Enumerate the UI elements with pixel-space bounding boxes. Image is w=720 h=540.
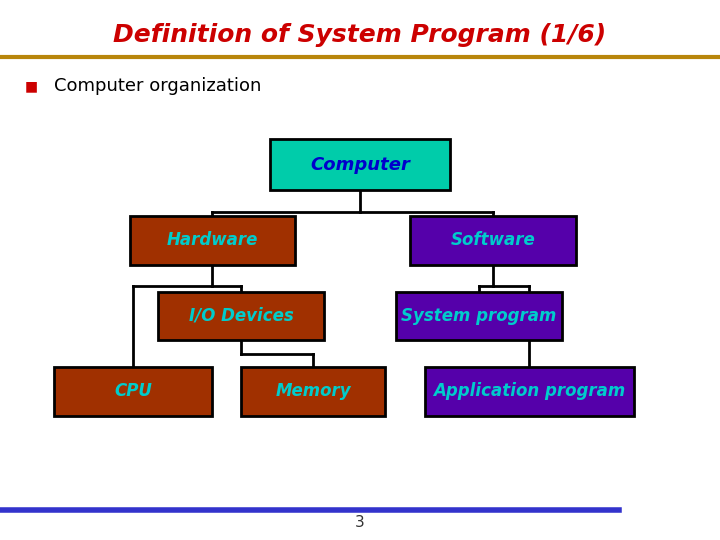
Text: CPU: CPU [114, 382, 152, 401]
FancyBboxPatch shape [410, 216, 576, 265]
FancyBboxPatch shape [54, 367, 212, 416]
FancyBboxPatch shape [130, 216, 295, 265]
Text: System program: System program [401, 307, 557, 325]
Text: Definition of System Program (1/6): Definition of System Program (1/6) [114, 23, 606, 47]
FancyBboxPatch shape [158, 292, 324, 340]
Text: Software: Software [451, 231, 536, 249]
FancyBboxPatch shape [270, 139, 450, 191]
FancyBboxPatch shape [425, 367, 634, 416]
Text: Computer organization: Computer organization [54, 77, 261, 96]
FancyBboxPatch shape [396, 292, 562, 340]
FancyBboxPatch shape [241, 367, 385, 416]
Text: Application program: Application program [433, 382, 626, 401]
Text: 3: 3 [355, 515, 365, 530]
Text: Memory: Memory [275, 382, 351, 401]
Text: Computer: Computer [310, 156, 410, 174]
Text: ■: ■ [25, 79, 38, 93]
Text: Hardware: Hardware [167, 231, 258, 249]
Text: I/O Devices: I/O Devices [189, 307, 294, 325]
